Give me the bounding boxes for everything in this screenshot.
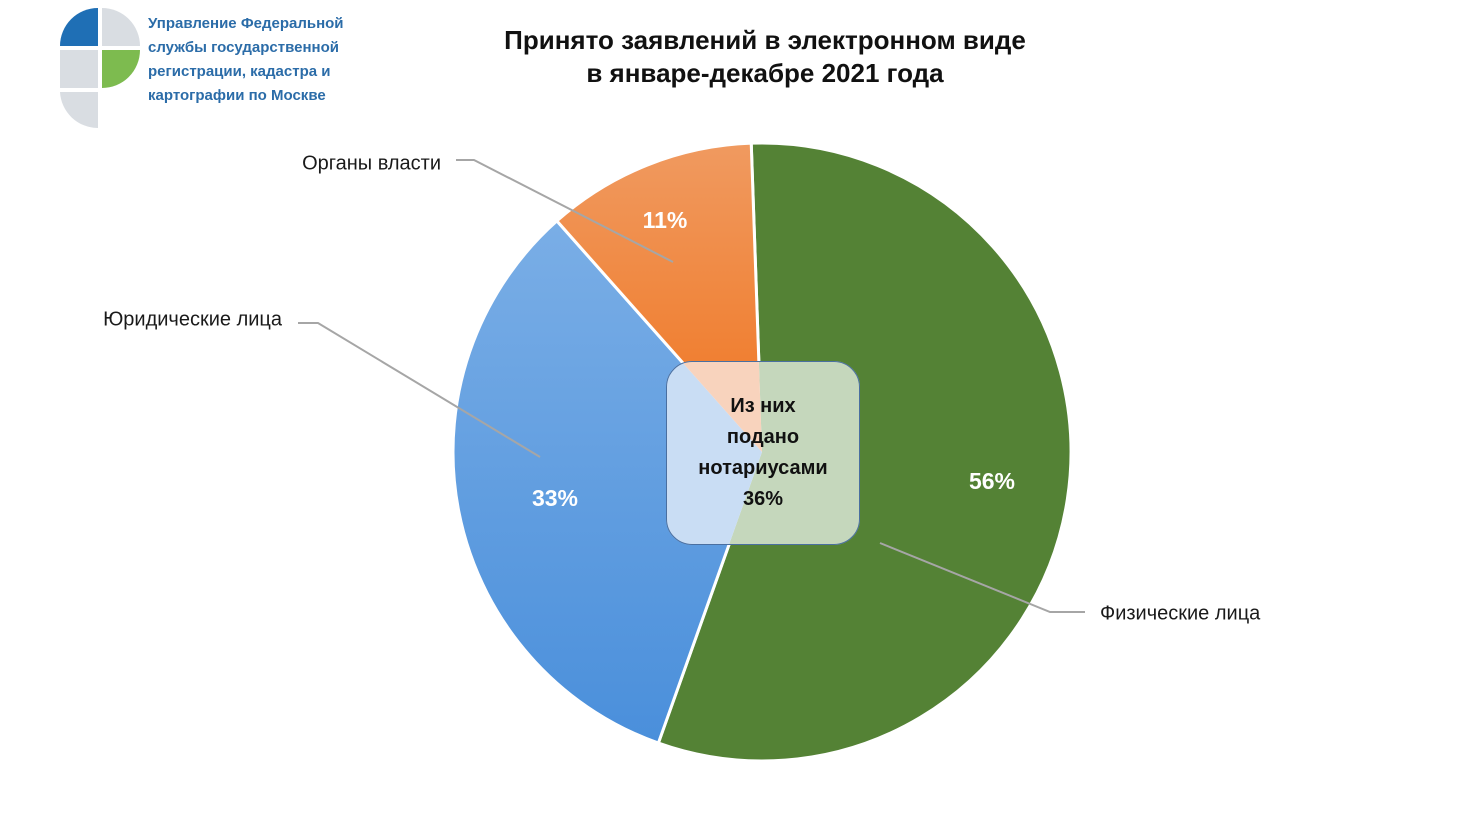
logo-quadrant-blue: [60, 8, 98, 46]
slice-percent-label: 56%: [969, 468, 1015, 494]
chart-title-line: в январе-декабре 2021 года: [586, 58, 944, 88]
org-name-line: регистрации, кадастра и: [148, 63, 331, 80]
inset-slice-tint-3: [666, 361, 762, 452]
logo-quadrant-grey-top: [102, 8, 140, 46]
leader-line-2: [298, 322, 541, 458]
leader-line-3: [456, 159, 674, 263]
rosreestr-logo-icon: [60, 8, 140, 129]
inset-line: нотариусами: [698, 457, 828, 479]
organization-name: Управление Федеральной службы государств…: [148, 12, 378, 108]
slice-category-label: Органы власти: [302, 152, 441, 174]
notary-inset-box: Из них подано нотариусами 36%: [666, 361, 860, 545]
chart-title-line: Принято заявлений в электронном виде: [504, 25, 1026, 55]
org-name-line: службы государственной: [148, 39, 339, 56]
inset-line: подано: [726, 426, 800, 448]
org-name-line: картографии по Москве: [148, 87, 326, 104]
logo-quadrant-green: [102, 50, 140, 88]
slice-percent-label: 11%: [643, 207, 688, 233]
pie-slice-2: [451, 218, 764, 746]
inset-value: 36%: [742, 488, 784, 510]
logo-quadrant-grey-bottom: [60, 92, 98, 129]
logo-quadrant-grey-left: [60, 50, 98, 88]
slice-category-label: Физические лица: [1100, 602, 1261, 624]
slice-category-label: Юридические лица: [103, 308, 283, 330]
pie-slice-1: [656, 141, 1073, 763]
org-name-line: Управление Федеральной: [148, 15, 344, 32]
chart-title: Принято заявлений в электронном виде в я…: [400, 24, 1130, 90]
leader-line-1: [879, 542, 1085, 613]
slice-percent-label: 33%: [532, 485, 578, 511]
inset-line: Из них: [730, 395, 796, 417]
